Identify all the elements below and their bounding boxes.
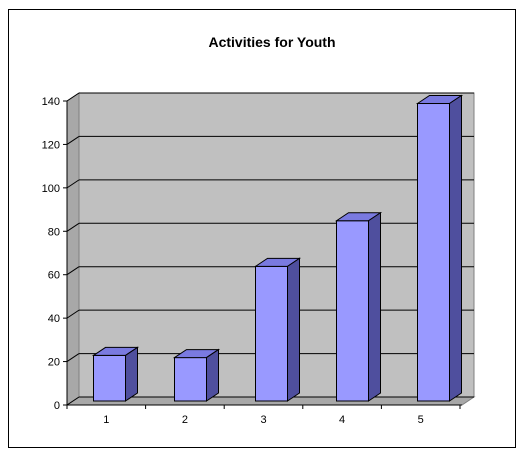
bar <box>91 346 140 402</box>
bar-front <box>93 354 126 402</box>
y-tick-label: 40 <box>48 313 60 325</box>
bar-side <box>287 257 300 402</box>
plot-side-wall <box>66 92 80 406</box>
gridline-side <box>66 136 80 145</box>
bar <box>253 257 302 402</box>
gridline-side <box>66 92 80 102</box>
x-tick-label: 5 <box>418 414 424 426</box>
bar-front <box>336 220 369 402</box>
chart-title: Activities for Youth <box>208 34 335 50</box>
bar <box>334 211 383 402</box>
gridline-side <box>66 222 80 232</box>
y-tick-label: 100 <box>42 183 60 195</box>
bar-front <box>417 103 450 402</box>
bars-group <box>91 94 464 402</box>
bar-side <box>449 94 462 402</box>
x-tick-label: 4 <box>339 414 345 426</box>
gridline-side <box>66 266 80 276</box>
bar-side <box>125 346 138 402</box>
bar <box>172 348 221 402</box>
x-tick-label: 2 <box>182 414 188 426</box>
y-tick-label: 20 <box>48 357 60 369</box>
gridline-side <box>66 396 80 406</box>
x-tick-label: 3 <box>260 414 266 426</box>
y-tick-label: 80 <box>48 226 60 238</box>
bar <box>415 94 464 402</box>
bar-side <box>368 211 381 402</box>
y-tick-label: 140 <box>42 96 60 108</box>
x-tick-label: 1 <box>103 414 109 426</box>
gridline-side <box>66 353 80 362</box>
y-tick-label: 120 <box>42 139 60 151</box>
y-tick-label: 0 <box>54 400 60 412</box>
axes-group: 0 20 40 60 80 100 120 140 1 2 3 4 5 <box>42 96 462 426</box>
gridline-side <box>66 309 80 319</box>
gridline-side <box>66 179 80 189</box>
y-tick-label: 60 <box>48 270 60 282</box>
bar-front <box>255 265 288 402</box>
bar-front <box>174 357 207 402</box>
bar-side <box>206 348 219 402</box>
